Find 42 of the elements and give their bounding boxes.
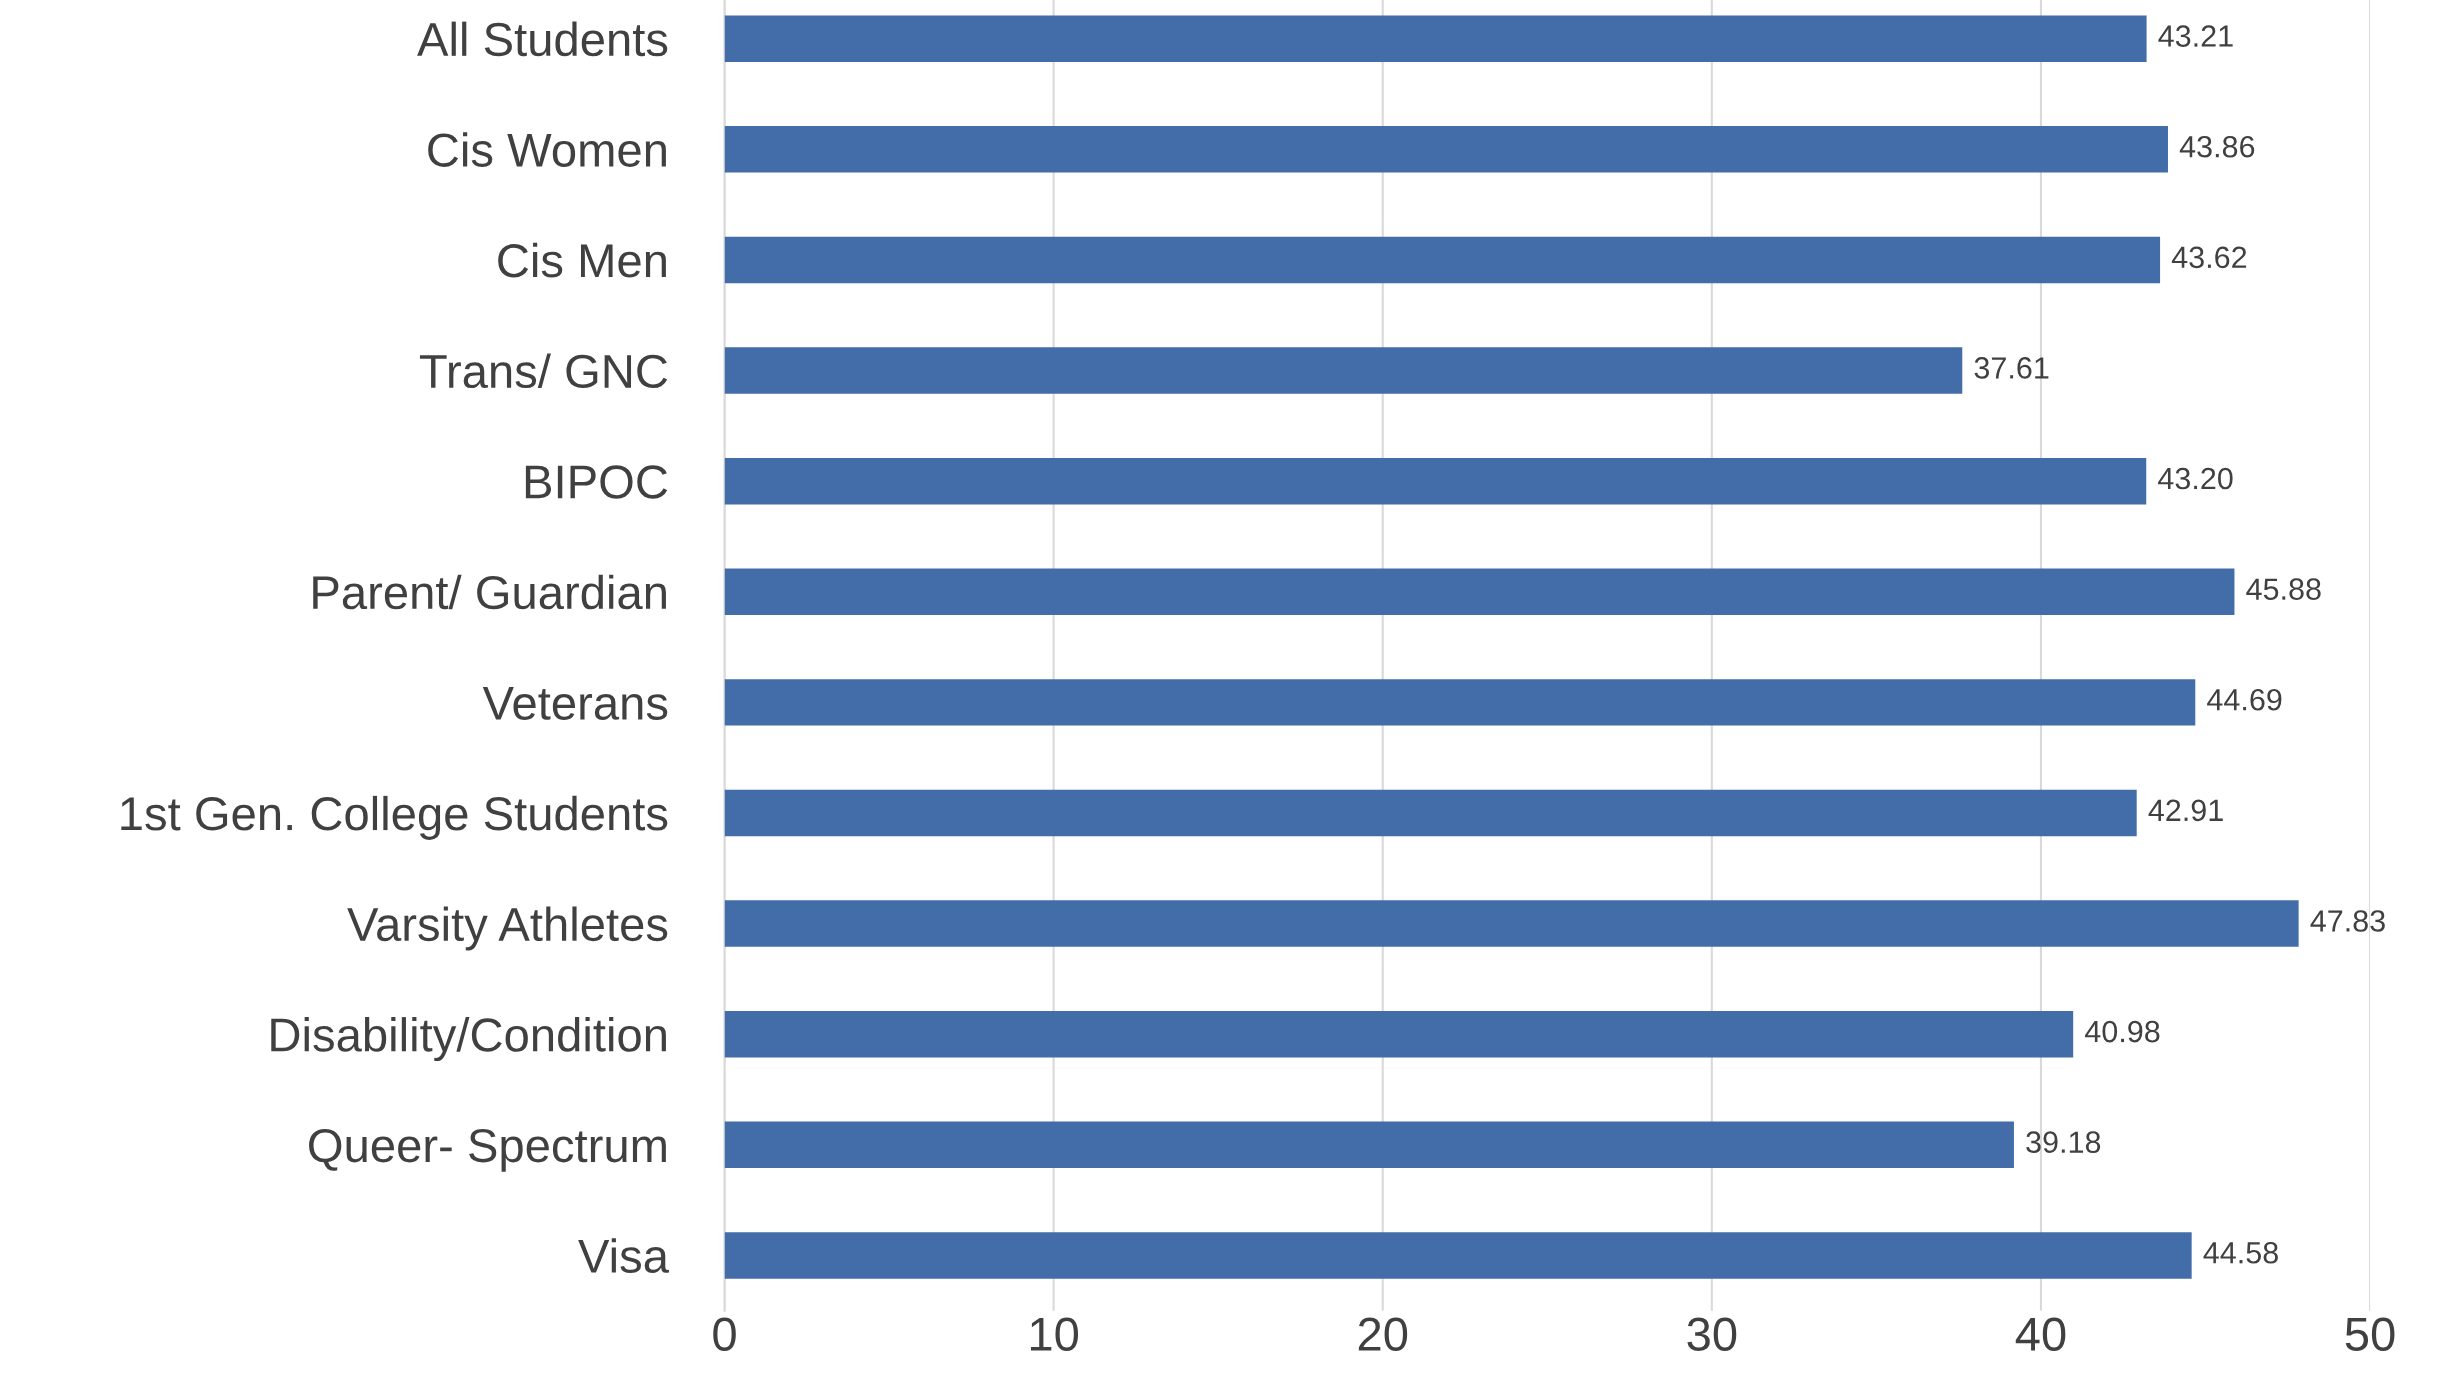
bar — [724, 236, 2161, 284]
data-label: 44.58 — [2203, 1241, 2278, 1264]
y-tick-label: BIPOC — [525, 465, 668, 499]
data-label: 47.83 — [2310, 910, 2385, 932]
x-tick-label: 10 — [1030, 1317, 1079, 1351]
bar — [724, 1232, 2192, 1279]
y-tick-label: Cis Men — [498, 242, 666, 278]
bar — [724, 789, 2137, 837]
bar — [724, 457, 2147, 505]
y-tick-label: Cis Women — [428, 132, 666, 167]
x-tick-label: 0 — [713, 1317, 736, 1351]
bar — [724, 347, 1963, 394]
x-tick-label: 50 — [2345, 1317, 2395, 1351]
bar — [724, 679, 2196, 726]
y-tick-label: Queer- Spectrum — [309, 1128, 666, 1172]
data-label: 40.98 — [2085, 1020, 2160, 1043]
y-tick-label: 1st Gen. College Students — [121, 795, 668, 840]
bar — [724, 15, 2147, 62]
data-label: 44.69 — [2207, 688, 2282, 711]
bar — [724, 1010, 2074, 1058]
data-label: 37.61 — [1974, 357, 2049, 379]
bar — [724, 126, 2168, 173]
bar — [724, 1121, 2014, 1169]
x-tick-label: 20 — [1358, 1317, 1408, 1351]
y-tick-label: Varsity Athletes — [347, 906, 668, 951]
data-label: 43.20 — [2158, 467, 2233, 490]
data-label: 39.18 — [2026, 1131, 2101, 1153]
bar — [724, 900, 2299, 947]
y-tick-label: Veterans — [482, 686, 668, 720]
y-tick-label: Disability/Condition — [271, 1017, 666, 1062]
data-label: 42.91 — [2148, 799, 2223, 822]
y-tick-label: All Students — [417, 21, 668, 57]
data-label: 43.62 — [2171, 246, 2247, 269]
x-tick-label: 30 — [1687, 1317, 1737, 1351]
x-tick-label: 40 — [2015, 1317, 2066, 1351]
y-tick-label: Trans/ GNC — [419, 353, 668, 389]
y-tick-label: Parent/ Guardian — [313, 574, 666, 610]
bar — [724, 568, 2235, 615]
data-label: 43.86 — [2179, 135, 2255, 158]
data-label: 45.88 — [2246, 578, 2321, 600]
data-label: 43.21 — [2158, 25, 2233, 47]
y-tick-label: Visa — [578, 1238, 669, 1273]
